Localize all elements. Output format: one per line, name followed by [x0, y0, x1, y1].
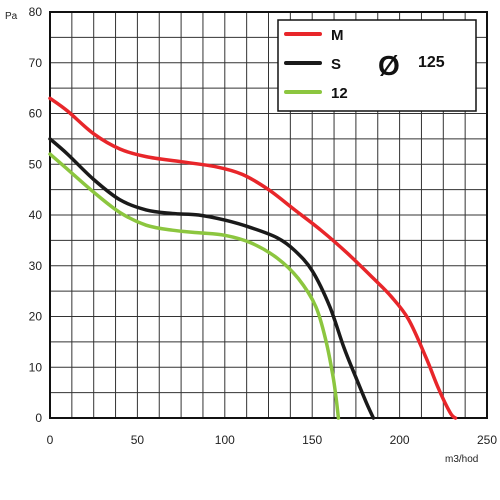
- y-tick-label: 70: [29, 56, 43, 70]
- series-line-M: [48, 96, 458, 420]
- series-line-S: [48, 137, 376, 420]
- diameter-value: 125: [418, 54, 445, 71]
- y-tick-label: 10: [29, 360, 43, 374]
- legend: MS 12 Ø 125: [277, 19, 477, 112]
- x-tick-label: 50: [131, 433, 145, 447]
- x-tick-label: 0: [47, 433, 54, 447]
- x-tick-label: 250: [477, 433, 497, 447]
- y-tick-label: 30: [29, 259, 43, 273]
- y-tick-labels: 0 10 20 30 40 50 60 70 80: [29, 5, 43, 425]
- y-tick-label: 0: [35, 411, 42, 425]
- x-tick-label: 100: [215, 433, 235, 447]
- y-tick-label: 80: [29, 5, 43, 19]
- y-tick-label: 50: [29, 157, 43, 171]
- legend-items: MS 12: [284, 27, 348, 102]
- series-line-12: [48, 152, 341, 420]
- y-axis-label: Pa: [5, 11, 18, 22]
- y-tick-label: 60: [29, 107, 43, 121]
- y-tick-label: 20: [29, 310, 43, 324]
- x-axis-label: m3/hod: [445, 454, 478, 465]
- x-tick-label: 150: [302, 433, 322, 447]
- legend-label-S: S: [331, 56, 341, 73]
- x-tick-label: 200: [390, 433, 410, 447]
- x-tick-labels: 0 50 100 150 200 250: [47, 433, 498, 447]
- plot-frame: [49, 11, 488, 419]
- legend-label-M: M: [331, 27, 344, 44]
- y-tick-label: 40: [29, 208, 43, 222]
- diameter-symbol: Ø: [378, 50, 400, 81]
- series-lines: [48, 96, 458, 420]
- legend-label-12: 12: [331, 85, 348, 102]
